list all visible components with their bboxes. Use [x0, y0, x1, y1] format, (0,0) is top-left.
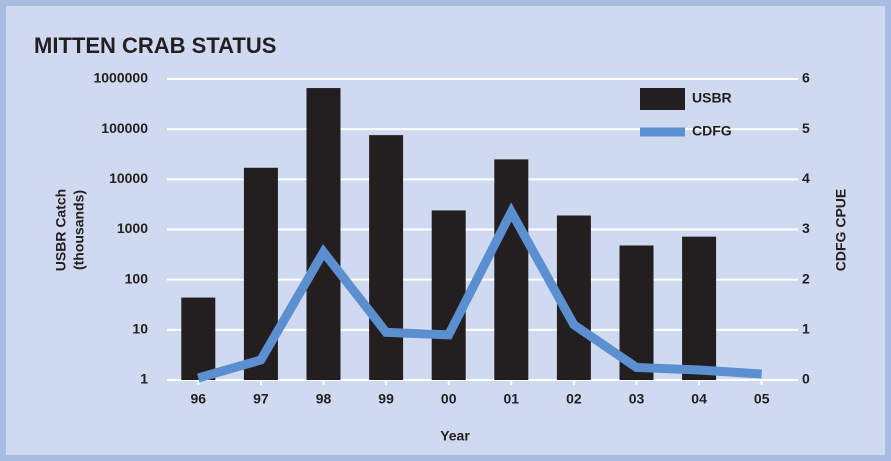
- bar: [431, 210, 466, 380]
- y2-axis-label: CDFG CPUE: [833, 189, 849, 271]
- x-tick-label: 05: [754, 391, 770, 407]
- x-tick-label: 02: [566, 391, 582, 407]
- y2-tick-label: 1: [802, 321, 810, 337]
- bar: [306, 88, 341, 380]
- y2-tick-label: 6: [802, 70, 810, 86]
- line: [197, 202, 762, 383]
- x-tick-label: 97: [253, 391, 269, 407]
- y2-tick-label: 5: [802, 120, 810, 136]
- x-tick-label: 99: [378, 391, 394, 407]
- y-tick-label: 1000000: [93, 70, 148, 86]
- x-tick-label: 03: [629, 391, 645, 407]
- y-tick-label: 1000: [117, 220, 148, 236]
- y-axis-label: (thousands): [71, 190, 87, 270]
- x-tick-label: 96: [191, 391, 207, 407]
- legend-swatch: [640, 88, 685, 110]
- y-tick-label: 100: [125, 270, 149, 286]
- bar: [682, 236, 717, 380]
- y2-tick-label: 4: [802, 170, 810, 186]
- legend-label: CDFG: [692, 123, 732, 139]
- x-axis-label: Year: [440, 428, 470, 444]
- y2-tick-label: 3: [802, 220, 810, 236]
- y-tick-label: 10000: [109, 170, 148, 186]
- x-tick-label: 01: [504, 391, 520, 407]
- y2-tick-label: 2: [802, 270, 810, 286]
- bar: [369, 135, 404, 380]
- y2-tick-label: 0: [802, 371, 810, 387]
- bar: [181, 297, 216, 380]
- y-tick-label: 100000: [101, 120, 148, 136]
- x-tick-label: 98: [316, 391, 332, 407]
- chart-title: MITTEN CRAB STATUS: [34, 33, 276, 58]
- y-axis-label: USBR Catch: [53, 189, 69, 271]
- x-tick-label: 04: [691, 391, 707, 407]
- legend-label: USBR: [692, 90, 732, 106]
- y-tick-label: 1: [140, 371, 148, 387]
- x-tick-label: 00: [441, 391, 457, 407]
- bar: [494, 159, 529, 380]
- y-tick-label: 10: [132, 321, 148, 337]
